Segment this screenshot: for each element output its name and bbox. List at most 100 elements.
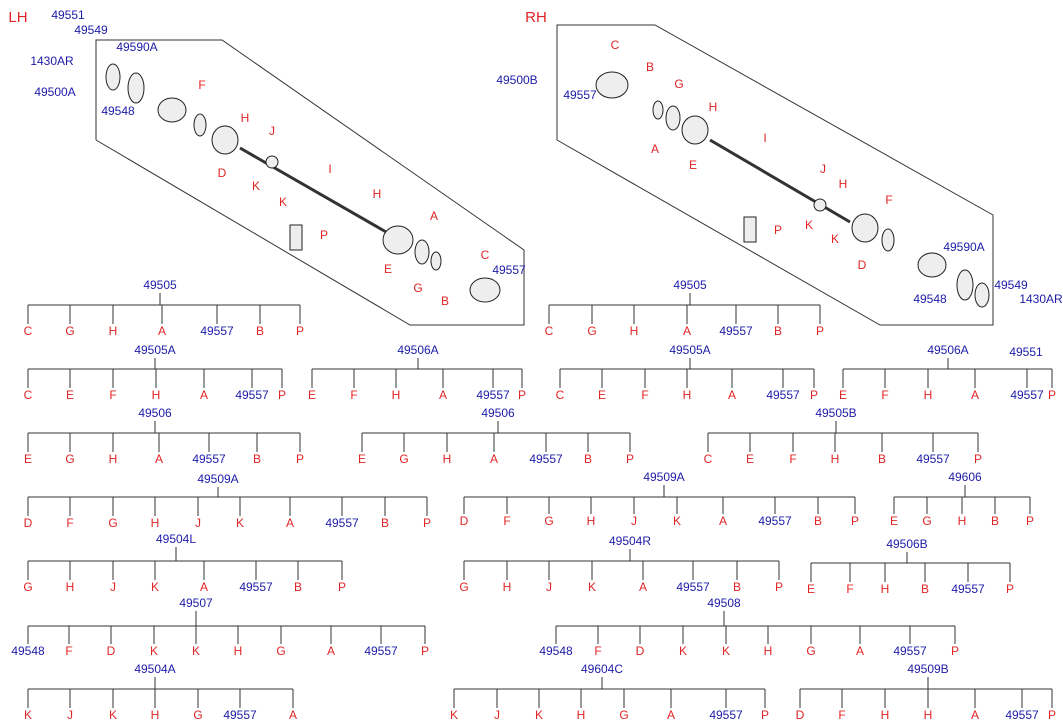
tree: 49504R G H J K A 49557 B P	[459, 534, 783, 594]
tree-leaf: 49557	[893, 644, 927, 658]
tree-root: 49504R	[609, 534, 651, 548]
tree-leaf: H	[443, 452, 452, 466]
tree-leaf: P	[518, 388, 526, 402]
tree-root: 49506	[138, 406, 172, 420]
tree-leaf: P	[626, 452, 634, 466]
rh-assembly	[556, 24, 994, 326]
tree-leaf: F	[109, 388, 116, 402]
tree-leaf: H	[152, 388, 161, 402]
tree-leaf: F	[881, 388, 888, 402]
callout: I	[328, 162, 331, 176]
tree: 49509A D F G H J K A 49557 B P	[24, 472, 431, 530]
tree: 49505A C E F H A 49557 P	[24, 343, 286, 402]
tree: 49505A C E F H A 49557 P	[556, 343, 818, 402]
part	[974, 282, 990, 308]
tree-leaf: A	[155, 452, 163, 466]
tree-leaf: P	[1048, 708, 1056, 722]
tree-leaf: 49548	[11, 644, 45, 658]
tree-leaf: H	[587, 514, 596, 528]
tree-leaf: C	[24, 324, 33, 338]
tree-leaf: A	[289, 708, 297, 722]
part	[851, 213, 879, 243]
part	[813, 198, 827, 212]
tree-leaf: C	[704, 452, 713, 466]
tree-leaf: H	[503, 580, 512, 594]
tree-leaf: K	[535, 708, 543, 722]
tree-leaf: 49557	[1005, 708, 1039, 722]
tree-leaf: G	[23, 580, 32, 594]
tree-leaf: J	[67, 708, 73, 722]
tree-leaf: B	[921, 582, 929, 596]
tree-leaf: G	[619, 708, 628, 722]
tree-leaf: G	[399, 452, 408, 466]
tree-leaf: A	[856, 644, 864, 658]
tree-leaf: 49557	[476, 388, 510, 402]
tree-leaf: H	[392, 388, 401, 402]
tree-leaf: 49557	[916, 452, 950, 466]
tree-leaf: B	[878, 452, 886, 466]
tree-leaf: 49557	[192, 452, 226, 466]
tree-leaf: P	[278, 388, 286, 402]
tree-leaf: A	[667, 708, 675, 722]
tree-leaf: J	[631, 514, 637, 528]
tree-root: 49509A	[197, 472, 238, 486]
tree-leaf: G	[922, 514, 931, 528]
tree-leaf: A	[200, 580, 208, 594]
tree-leaf: H	[234, 644, 243, 658]
tree-root: 49509A	[643, 470, 684, 484]
tree-leaf: E	[66, 388, 74, 402]
tree-leaf: A	[719, 514, 727, 528]
tree-leaf: P	[1026, 514, 1034, 528]
callout: C	[611, 38, 620, 52]
tree-leaf: P	[1048, 388, 1056, 402]
callout: A	[430, 209, 438, 223]
tree-leaf: A	[728, 388, 736, 402]
callout: K	[252, 179, 260, 193]
tree: 49505 C G H A 49557 B P	[24, 278, 304, 338]
tree-leaf: H	[109, 452, 118, 466]
tree: 49506A E F H A 49557 P	[839, 343, 1056, 402]
tree: 49604C K J K H G A 49557 P	[450, 662, 769, 722]
tree: 49509A D F G H J K A 49557 B P	[460, 470, 859, 528]
tree-leaf: A	[439, 388, 447, 402]
tree-leaf: 49557	[709, 708, 743, 722]
tree-leaf: P	[775, 580, 783, 594]
callout: D	[858, 258, 867, 272]
tree-leaf: J	[195, 516, 201, 530]
callout: H	[373, 187, 382, 201]
tree-leaf: 49557	[200, 324, 234, 338]
callout: F	[198, 78, 205, 92]
tree-leaf: E	[746, 452, 754, 466]
tree-leaf: 49557	[719, 324, 753, 338]
tree-leaf: A	[683, 324, 691, 338]
tree-leaf: 49557	[951, 582, 985, 596]
tree: 49504L G H J K A 49557 B P	[23, 532, 346, 594]
callout: 1430AR	[1019, 292, 1063, 306]
tree-leaf: P	[296, 452, 304, 466]
part	[430, 251, 442, 271]
tree-root: 49509B	[907, 662, 948, 676]
tree-root: 49506	[481, 406, 515, 420]
callout: 1430AR	[30, 54, 74, 68]
tree-leaf: B	[294, 580, 302, 594]
tree-leaf: H	[764, 644, 773, 658]
tree-leaf: G	[544, 514, 553, 528]
tree: 49507 49548 F D K K H G A 49557 P	[11, 596, 429, 658]
tree-leaf: B	[381, 516, 389, 530]
tree-leaf: 49557	[239, 580, 273, 594]
tree-leaf: H	[66, 580, 75, 594]
tree-root: 49505B	[815, 406, 856, 420]
tree-leaf: J	[110, 580, 116, 594]
part	[382, 225, 414, 255]
tree-leaf: G	[65, 452, 74, 466]
callout: E	[384, 262, 392, 276]
tree-leaf: D	[107, 644, 116, 658]
tree-leaf: H	[630, 324, 639, 338]
part	[157, 97, 187, 123]
lh-outline	[95, 39, 525, 326]
part	[193, 113, 207, 137]
part	[265, 155, 279, 169]
tree-root: 49506B	[886, 537, 927, 551]
tree-leaf: B	[774, 324, 782, 338]
